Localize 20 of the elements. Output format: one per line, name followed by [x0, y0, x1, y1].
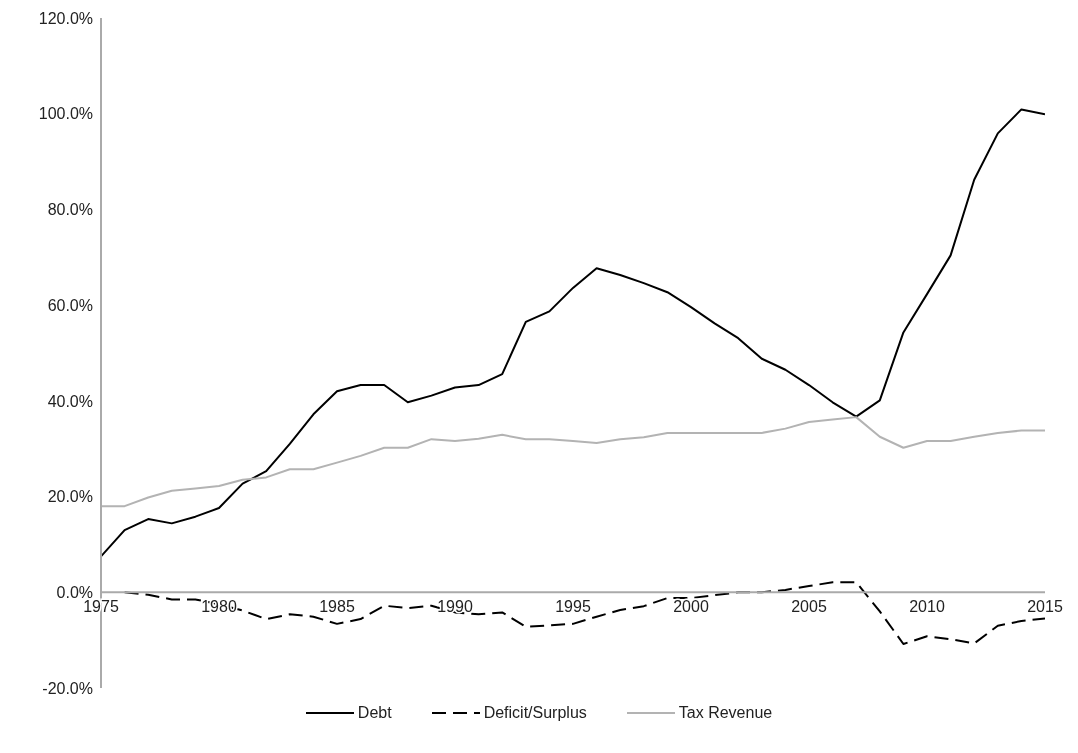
y-tick-label: 20.0%	[47, 488, 93, 506]
y-tick-label: 0.0%	[56, 583, 93, 601]
legend-label: Debt	[357, 704, 392, 722]
y-tick-label: -20.0%	[42, 679, 93, 697]
x-tick-label: 2005	[791, 598, 827, 616]
x-tick-label: 1975	[83, 598, 119, 616]
x-tick-label: 1985	[319, 598, 355, 616]
x-tick-label: 1990	[437, 598, 473, 616]
x-tick-label: 1995	[555, 598, 591, 616]
y-tick-label: 60.0%	[47, 296, 93, 314]
y-tick-label: 120.0%	[38, 9, 93, 27]
y-tick-label: 100.0%	[38, 105, 93, 123]
x-tick-label: 2000	[673, 598, 709, 616]
x-tick-label: 2010	[909, 598, 945, 616]
x-tick-label: 2015	[1027, 598, 1063, 616]
y-tick-label: 80.0%	[47, 201, 93, 219]
legend-label: Deficit/Surplus	[483, 704, 587, 722]
line-series	[101, 108, 1045, 558]
y-tick-label: 40.0%	[47, 392, 93, 410]
legend-label: Tax Revenue	[678, 704, 773, 722]
